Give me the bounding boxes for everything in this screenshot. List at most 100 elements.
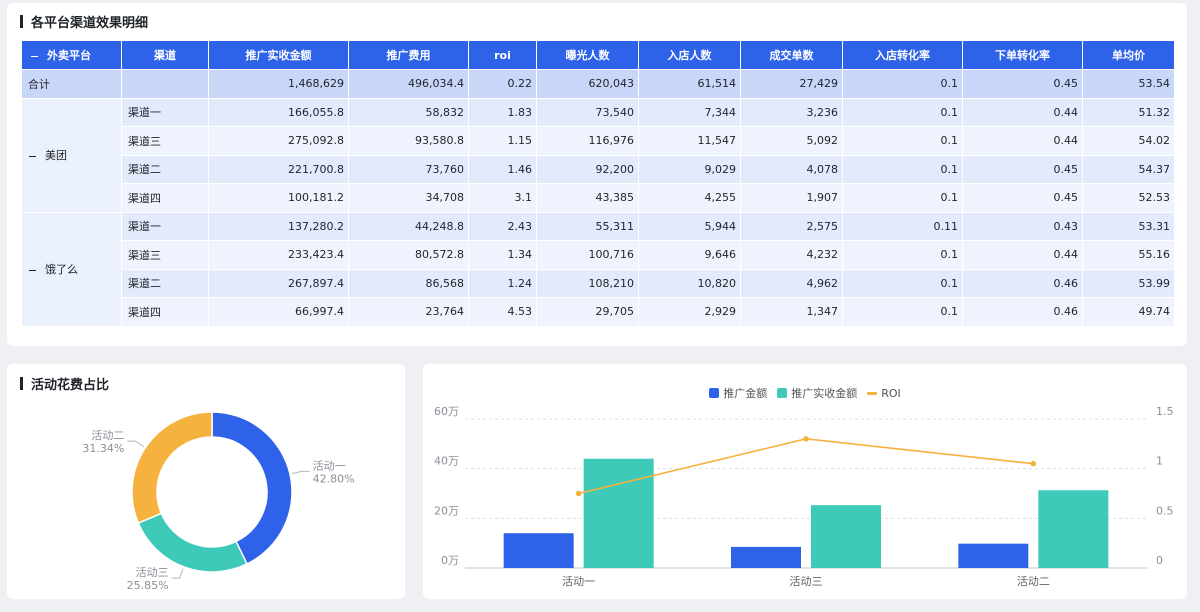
- value-cell: 1.46: [468, 154, 537, 184]
- donut-slice-label: 活动一: [313, 459, 346, 472]
- value-cell: 108,210: [536, 268, 639, 298]
- total-channel-cell: [121, 69, 209, 99]
- collapse-all-icon[interactable]: [30, 52, 39, 61]
- table-title: 各平台渠道效果明细: [20, 12, 148, 31]
- header-orders[interactable]: 成交单数: [740, 40, 843, 70]
- value-cell: 0.46: [962, 297, 1083, 327]
- donut-leader-line: [291, 470, 310, 475]
- channel-cell: 渠道二: [121, 154, 209, 184]
- header-exposure[interactable]: 曝光人数: [536, 40, 639, 70]
- value-cell: 49.74: [1082, 297, 1175, 327]
- legend-item-roi[interactable]: ROI: [867, 385, 901, 401]
- collapse-icon[interactable]: [28, 152, 37, 161]
- value-cell: 51.32: [1082, 97, 1175, 127]
- value-cell: 53.31: [1082, 211, 1175, 241]
- table-title-text: 各平台渠道效果明细: [31, 16, 149, 31]
- platform-group-cell[interactable]: 饿了么: [21, 211, 122, 327]
- header-avg-price[interactable]: 单均价: [1082, 40, 1175, 70]
- donut-slice-percent: 42.80%: [313, 472, 355, 485]
- bar-promo-revenue[interactable]: [583, 458, 654, 568]
- bar-promo-amount[interactable]: [503, 533, 574, 568]
- legend-swatch: [709, 388, 720, 398]
- platform-name: 美团: [45, 149, 67, 162]
- platform-group-cell[interactable]: 美团: [21, 97, 122, 213]
- value-cell: 23,764: [348, 297, 469, 327]
- legend-label: ROI: [881, 386, 901, 400]
- value-cell: 1.15: [468, 126, 537, 156]
- left-axis-tick: 60万: [434, 405, 459, 418]
- header-platform[interactable]: 外卖平台: [21, 40, 122, 70]
- donut-slice[interactable]: [131, 411, 213, 525]
- x-axis-tick: 活动三: [790, 575, 823, 588]
- donut-slice[interactable]: [211, 411, 293, 565]
- value-cell: 137,280.2: [208, 211, 349, 241]
- left-axis-tick: 40万: [434, 455, 459, 468]
- x-axis-tick: 活动一: [562, 575, 595, 588]
- value-cell: 73,540: [536, 97, 639, 127]
- value-cell: 92,200: [536, 154, 639, 184]
- header-channel[interactable]: 渠道: [121, 40, 209, 70]
- value-cell: 80,572.8: [348, 240, 469, 270]
- value-cell: 93,580.8: [348, 126, 469, 156]
- value-cell: 233,423.4: [208, 240, 349, 270]
- value-cell: 2.43: [468, 211, 537, 241]
- value-cell: 29,705: [536, 297, 639, 327]
- roi-point[interactable]: [1030, 460, 1037, 467]
- channel-cell: 渠道四: [121, 297, 209, 327]
- value-cell: 55,311: [536, 211, 639, 241]
- channel-cell: 渠道二: [121, 268, 209, 298]
- donut-leader-line: [171, 568, 184, 579]
- value-cell: 4,232: [740, 240, 843, 270]
- roi-point[interactable]: [575, 490, 582, 497]
- value-cell: 1.83: [468, 97, 537, 127]
- bar-promo-amount[interactable]: [958, 543, 1029, 568]
- channel-cell: 渠道四: [121, 183, 209, 213]
- value-cell: 275,092.8: [208, 126, 349, 156]
- platform-name: 饿了么: [45, 263, 78, 276]
- header-visit-rate[interactable]: 入店转化率: [842, 40, 963, 70]
- value-cell: 0.44: [962, 126, 1083, 156]
- collapse-icon[interactable]: [28, 266, 37, 275]
- header-order-rate[interactable]: 下单转化率: [962, 40, 1083, 70]
- donut-slice[interactable]: [137, 512, 248, 573]
- value-cell: 3.1: [468, 183, 537, 213]
- bar-promo-amount[interactable]: [731, 546, 801, 568]
- channel-detail-card: 各平台渠道效果明细 外卖平台 渠道 推广实收金额 推广费用 roi 曝光人数 入…: [7, 3, 1187, 346]
- title-marker: [20, 377, 23, 390]
- right-axis-tick: 1.5: [1156, 405, 1174, 418]
- right-axis-tick: 0.5: [1156, 504, 1174, 517]
- value-cell: 34,708: [348, 183, 469, 213]
- value-cell: 11,547: [638, 126, 741, 156]
- value-cell: 2,575: [740, 211, 843, 241]
- value-cell: 1.24: [468, 268, 537, 298]
- value-cell: 4,078: [740, 154, 843, 184]
- combo-chart: 0万 20万 40万 60万 0 0.5 1 1.5 活动一 活动三 活动二: [434, 405, 1174, 588]
- value-cell: 58,832: [348, 97, 469, 127]
- header-visitors[interactable]: 入店人数: [638, 40, 741, 70]
- channel-table: 外卖平台 渠道 推广实收金额 推广费用 roi 曝光人数 入店人数 成交单数 入…: [21, 40, 1175, 327]
- value-cell: 3,236: [740, 97, 843, 127]
- value-cell: 0.43: [962, 211, 1083, 241]
- value-cell: 0.1: [842, 126, 963, 156]
- donut-title-text: 活动花费占比: [31, 378, 110, 393]
- bar-promo-revenue[interactable]: [1038, 490, 1109, 568]
- total-cell: 27,429: [740, 69, 843, 99]
- channel-cell: 渠道三: [121, 126, 209, 156]
- roi-point[interactable]: [803, 436, 809, 442]
- value-cell: 9,646: [638, 240, 741, 270]
- value-cell: 9,029: [638, 154, 741, 184]
- value-cell: 0.46: [962, 268, 1083, 298]
- value-cell: 0.44: [962, 240, 1083, 270]
- bar-promo-revenue[interactable]: [811, 505, 881, 568]
- table-row: 渠道二 221,700.8 73,760 1.46 92,200 9,029 4,078 0.…: [22, 154, 1175, 184]
- header-revenue[interactable]: 推广实收金额: [208, 40, 349, 70]
- value-cell: 267,897.4: [208, 268, 349, 298]
- donut-slice-label: 活动三: [136, 566, 169, 579]
- legend-item-promo-amount[interactable]: 推广金额: [709, 385, 767, 401]
- header-roi[interactable]: roi: [468, 40, 537, 70]
- value-cell: 52.53: [1082, 183, 1175, 213]
- legend-item-promo-revenue[interactable]: 推广实收金额: [777, 385, 857, 401]
- value-cell: 1,907: [740, 183, 843, 213]
- header-cost[interactable]: 推广费用: [348, 40, 469, 70]
